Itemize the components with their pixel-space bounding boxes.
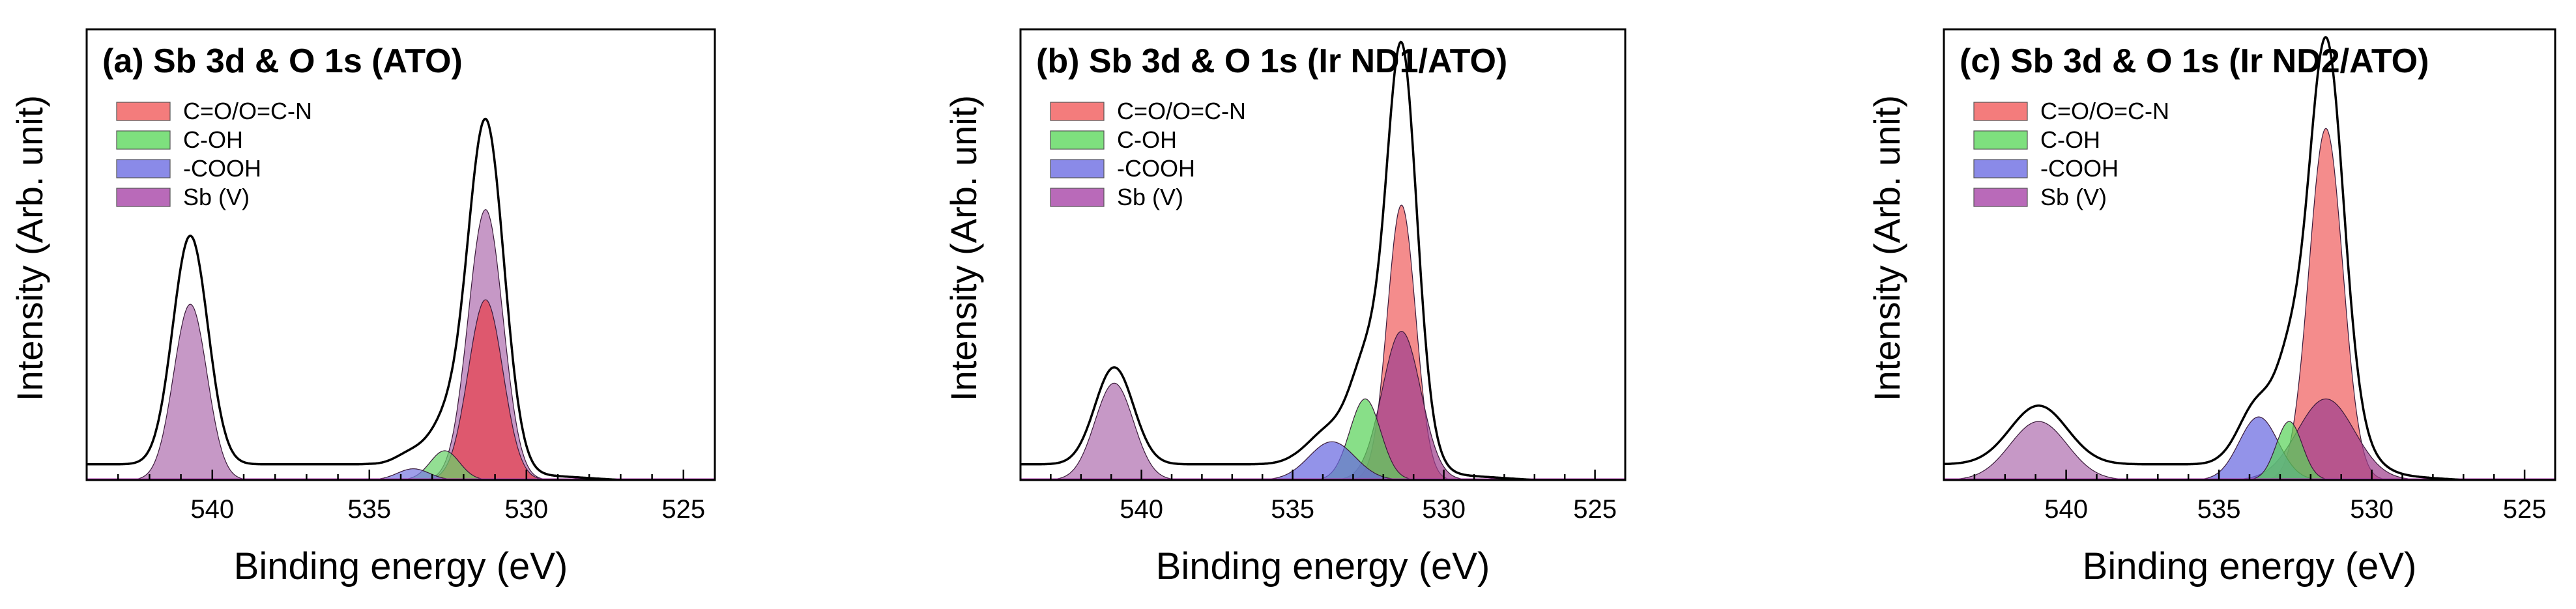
legend-label: C-OH bbox=[2040, 126, 2100, 153]
legend-item: C=O/O=C-N bbox=[1973, 98, 2169, 124]
x-tick-label: 530 bbox=[1422, 495, 1466, 524]
legend-swatch bbox=[1973, 102, 2028, 121]
legend-label: C=O/O=C-N bbox=[183, 98, 312, 124]
x-axis-label: Binding energy (eV) bbox=[2083, 545, 2417, 588]
legend-swatch bbox=[1973, 159, 2028, 178]
chart-panel-3: 540 535 530 525 Binding energy (eV) Intensity… bbox=[1866, 28, 2556, 588]
legend-item: C=O/O=C-N bbox=[1050, 98, 1246, 124]
plot-area bbox=[1944, 36, 2555, 480]
legend-item: -COOH bbox=[116, 155, 261, 182]
legend-item: Sb (V) bbox=[116, 184, 250, 210]
legend-item: -COOH bbox=[1973, 155, 2119, 182]
legend-label: Sb (V) bbox=[1117, 184, 1183, 210]
legend-item: C-OH bbox=[116, 126, 243, 153]
legend-swatch bbox=[1050, 130, 1105, 150]
legend-label: C-OH bbox=[1117, 126, 1177, 153]
legend-item: C=O/O=C-N bbox=[116, 98, 312, 124]
legend-item: Sb (V) bbox=[1050, 184, 1183, 210]
x-tick-label: 530 bbox=[2350, 495, 2394, 524]
y-axis-label: Intensity (Arb. unit) bbox=[943, 95, 984, 401]
legend-label: -COOH bbox=[183, 155, 261, 182]
legend-label: C-OH bbox=[183, 126, 243, 153]
x-tick-label: 535 bbox=[1271, 495, 1314, 524]
legend-swatch bbox=[1973, 188, 2028, 207]
panel-title: (c) Sb 3d & O 1s (Ir ND2/ATO) bbox=[1960, 42, 2429, 80]
component-cooh-4 bbox=[1944, 416, 2555, 480]
legend-item: Sb (V) bbox=[1973, 184, 2107, 210]
x-tick-label: 535 bbox=[2197, 495, 2241, 524]
legend-item: -COOH bbox=[1050, 155, 1195, 182]
legend-swatch bbox=[1050, 159, 1105, 178]
x-tick-label: 530 bbox=[504, 495, 548, 524]
x-tick-label: 540 bbox=[190, 495, 234, 524]
legend-item: C-OH bbox=[1050, 126, 1177, 153]
x-tick-label: 535 bbox=[347, 495, 391, 524]
plot-area bbox=[1020, 40, 1625, 480]
y-axis-label: Intensity (Arb. unit) bbox=[1866, 95, 1907, 401]
x-tick-label: 540 bbox=[1120, 495, 1163, 524]
legend-label: -COOH bbox=[1117, 155, 1195, 182]
panel-title: (a) Sb 3d & O 1s (ATO) bbox=[102, 42, 463, 80]
x-tick-label: 525 bbox=[661, 495, 705, 524]
chart-panel-1: 540 535 530 525 Binding energy (eV) Intensity… bbox=[9, 28, 716, 588]
panel-title: (b) Sb 3d & O 1s (Ir ND1/ATO) bbox=[1036, 42, 1507, 80]
legend-label: Sb (V) bbox=[2040, 184, 2107, 210]
legend-swatch bbox=[116, 159, 171, 178]
y-axis-label: Intensity (Arb. unit) bbox=[9, 95, 50, 401]
legend-label: C=O/O=C-N bbox=[1117, 98, 1246, 124]
x-axis-label: Binding energy (eV) bbox=[234, 545, 568, 588]
component-sb-v-1 bbox=[87, 304, 715, 480]
legend-swatch bbox=[1050, 188, 1105, 207]
plot-area bbox=[87, 117, 715, 480]
legend-swatch bbox=[1050, 102, 1105, 121]
legend-swatch bbox=[1973, 130, 2028, 150]
legend-swatch bbox=[116, 102, 171, 121]
chart-panel-2: 540 535 530 525 Binding energy (eV) Intensity… bbox=[943, 28, 1627, 588]
legend-swatch bbox=[116, 188, 171, 207]
plot-frame bbox=[1943, 28, 2556, 481]
legend-label: Sb (V) bbox=[183, 184, 250, 210]
x-tick-label: 525 bbox=[1573, 495, 1617, 524]
envelope-curve bbox=[1944, 36, 2555, 480]
legend-item: C-OH bbox=[1973, 126, 2100, 153]
legend-label: C=O/O=C-N bbox=[2040, 98, 2169, 124]
legend-swatch bbox=[116, 130, 171, 150]
legend-label: -COOH bbox=[2040, 155, 2119, 182]
x-tick-label: 525 bbox=[2503, 495, 2547, 524]
x-axis-label: Binding energy (eV) bbox=[1156, 545, 1490, 588]
x-tick-label: 540 bbox=[2044, 495, 2088, 524]
component-sb-v-1 bbox=[1020, 382, 1625, 480]
component-cooh-5 bbox=[1020, 441, 1625, 480]
